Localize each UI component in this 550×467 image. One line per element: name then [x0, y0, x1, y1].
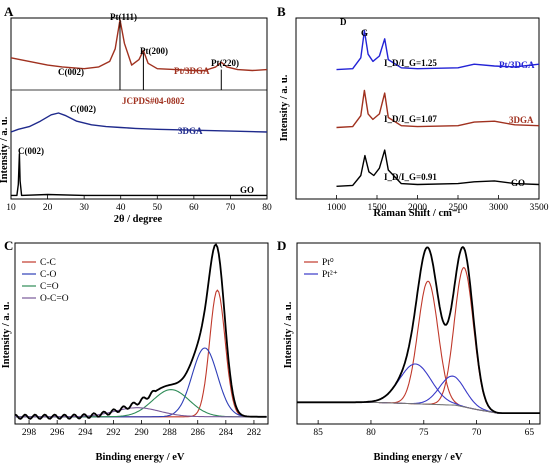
panel-a-frame: [10, 17, 268, 200]
raman-curve-pt-3dga: [336, 30, 540, 71]
panel-d-ylabel: Intensity / a. u.: [283, 301, 294, 368]
panel-c-xtick-label: 298: [22, 428, 37, 438]
legend-pt2: Pt²⁺: [322, 270, 338, 280]
xps-c-fit-c-c: [15, 289, 267, 418]
panel-a-xtick-label: 40: [116, 203, 126, 213]
panel-a-xlabel: 2θ / degree: [114, 214, 163, 225]
panel-d-xtick-label: 75: [419, 428, 429, 438]
c002-a-label: C(002): [58, 67, 84, 77]
panel-c-letter: C: [4, 238, 13, 253]
legend-pt0: Pt⁰: [322, 257, 334, 268]
go-xrd-label: GO: [240, 185, 254, 195]
panel-b-xtick-label: 1500: [368, 203, 387, 213]
panel-c-legend: C-C C-O C=O O-C=O: [22, 258, 69, 304]
c002-b-label: C(002): [70, 104, 96, 114]
xrd-curve-pt-3dga: [10, 19, 268, 72]
xrd-curve-go: [11, 153, 267, 197]
3dga-raman-label: 3DGA: [509, 115, 534, 125]
panel-a-xtick-label: 30: [79, 203, 89, 213]
panel-d-frame: [296, 242, 541, 425]
legend-co: C-O: [40, 270, 57, 280]
panel-c-xtick-label: 286: [191, 428, 206, 438]
pt3dga-raman-label: Pt/3DGA: [499, 60, 535, 70]
panel-c-xtick-label: 296: [50, 428, 65, 438]
panel-a-xtick-label: 10: [6, 203, 16, 213]
panel-d-xtick-label: 65: [525, 428, 535, 438]
xps-pt-fit-pt0-1: [297, 280, 540, 414]
ratio-go: I_D/I_G=0.91: [384, 172, 437, 182]
jcpds-label: JCPDS#04-0802: [122, 96, 185, 106]
panel-c: 298 296 294 292 290 288 286 284 282 Binding ener…: [1, 242, 269, 463]
legend-c_o: C=O: [40, 282, 59, 292]
panel-c-xtick-label: 284: [219, 428, 234, 438]
xps-pt-fit-pt2-1: [297, 363, 540, 414]
panel-b-xtick-label: 3000: [489, 203, 508, 213]
panel-d: 85 80 75 70 65 Binding energy / eV Intensity…: [283, 242, 541, 463]
raman-curve-3dga: [336, 89, 540, 129]
xps-c-fit-c-o: [15, 389, 267, 418]
panel-a-xtick-label: 80: [262, 203, 272, 213]
xrd-curve-3dga: [10, 112, 268, 133]
panel-c-xtick-label: 282: [247, 428, 262, 438]
go-raman-label: GO: [511, 178, 525, 188]
panel-b-ylabel: Intensity / a. u.: [279, 74, 290, 141]
xps-pt-fit-pt2-0: [297, 375, 540, 414]
panel-c-xtick-label: 290: [134, 428, 149, 438]
panel-c-xlabel: Binding energy / eV: [96, 452, 185, 463]
legend-occo: O-C=O: [40, 294, 69, 304]
panel-a-xtick-label: 20: [43, 203, 53, 213]
ratio-pt3dga: I_D/I_G=1.25: [384, 58, 437, 68]
panel-b-letter: B: [277, 4, 286, 19]
legend-cc: C-C: [40, 258, 56, 268]
panel-a-ylabel: Intensity / a. u.: [0, 116, 10, 183]
panel-a-xtick-label: 50: [153, 203, 163, 213]
panel-b-xtick-label: 2500: [449, 203, 468, 213]
panel-b-xtick-label: 3500: [530, 203, 549, 213]
panel-d-letter: D: [277, 238, 286, 253]
panel-c-xtick-label: 292: [106, 428, 121, 438]
panel-a-xtick-label: 60: [189, 203, 199, 213]
panel-d-xtick-label: 85: [313, 428, 323, 438]
c002-c-label: C(002): [18, 146, 44, 156]
g-band-label: G: [361, 28, 368, 38]
d-band-label: D: [340, 17, 347, 27]
raman-curve-go: [336, 149, 540, 187]
pt200-label: Pt(200): [140, 46, 168, 56]
panel-b: 1000 1500 2000 2500 3000 3500 Raman Shift / c…: [279, 17, 549, 219]
panel-c-xtick-label: 294: [78, 428, 93, 438]
panel-a-letter: A: [4, 4, 14, 19]
panel-d-legend: Pt⁰ Pt²⁺: [304, 257, 338, 280]
3dga-xrd-label: 3DGA: [178, 126, 203, 136]
panel-d-xlabel: Binding energy / eV: [374, 452, 463, 463]
pt220-label: Pt(220): [211, 58, 239, 68]
xps-c-envelope: [14, 243, 267, 420]
panel-d-xtick-label: 70: [472, 428, 482, 438]
ratio-3dga: I_D/I_G=1.07: [384, 114, 437, 124]
panel-a: 10 20 30 40 50 60 70 80 2θ / degree Intensity /…: [0, 12, 272, 225]
xps-pt-envelope: [297, 246, 540, 414]
pt111-label: Pt(111): [110, 12, 137, 22]
panel-b-xtick-label: 2000: [408, 203, 427, 213]
panel-d-xtick-label: 80: [366, 428, 376, 438]
xps-pt-background: [297, 401, 540, 414]
panel-c-ylabel: Intensity / a. u.: [1, 301, 12, 368]
panel-c-xtick-label: 288: [162, 428, 177, 438]
panel-b-xlabel: Raman Shift / cm⁻¹: [373, 208, 460, 219]
panel-a-xtick-label: 70: [226, 203, 236, 213]
panel-b-xtick-label: 1000: [327, 203, 346, 213]
pt3dga-xrd-label: Pt/3DGA: [174, 66, 210, 76]
